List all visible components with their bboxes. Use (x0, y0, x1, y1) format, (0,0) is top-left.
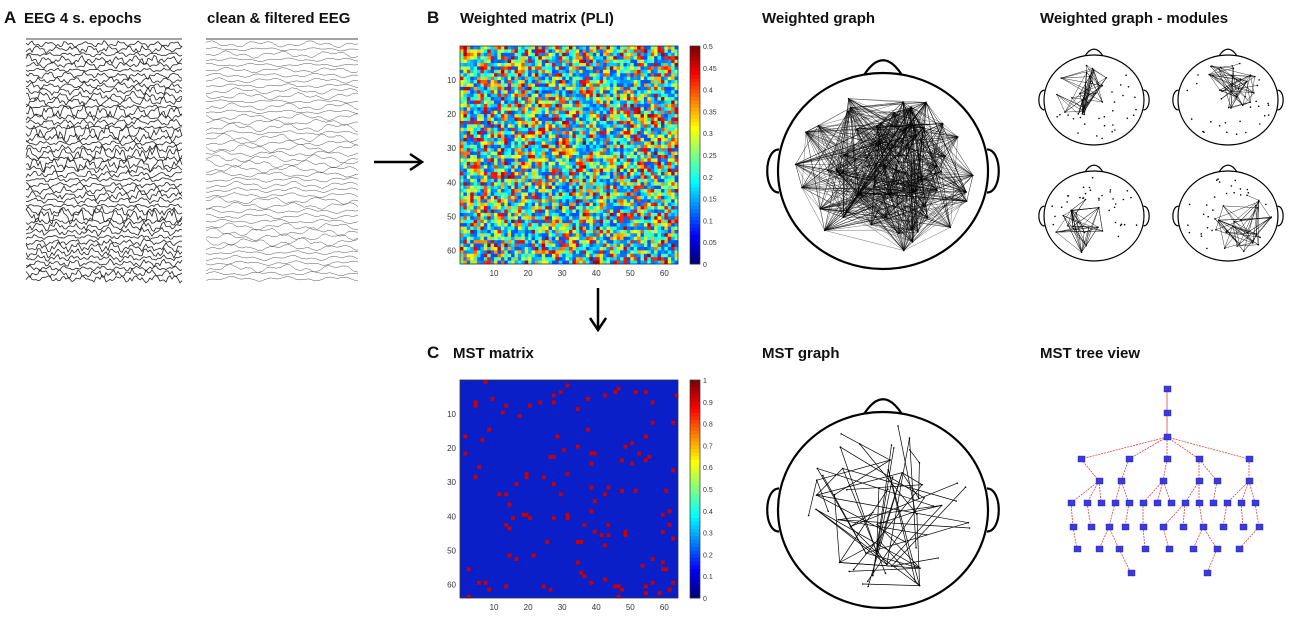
svg-text:0.3: 0.3 (703, 131, 713, 138)
arrow-right-icon (374, 152, 425, 172)
svg-text:0.15: 0.15 (703, 197, 717, 204)
clean-eeg-title: clean & filtered EEG (207, 10, 351, 27)
clean-eeg-traces (205, 38, 359, 282)
mst-tree-title: MST tree view (1040, 345, 1141, 362)
raw-eeg-traces (25, 38, 183, 284)
arrow-down-icon (588, 288, 608, 333)
svg-text:0.25: 0.25 (703, 153, 717, 160)
mst-graph-head (766, 398, 1000, 610)
weighted-modules-title: Weighted graph - modules (1040, 10, 1229, 27)
svg-text:0.2: 0.2 (703, 175, 713, 182)
raw-eeg-title: EEG 4 s. epochs (24, 10, 142, 27)
svg-text:30: 30 (447, 144, 456, 153)
svg-text:40: 40 (447, 178, 456, 187)
mst-matrix-title: MST matrix (453, 345, 534, 362)
svg-text:0.05: 0.05 (703, 240, 717, 247)
weighted-graph-head (766, 59, 1000, 271)
svg-text:0.4: 0.4 (703, 88, 713, 95)
mst-matrix-heatmap: 10.90.80.70.60.50.40.30.20.1010102020303… (447, 378, 713, 612)
weighted-matrix-title: Weighted matrix (PLI) (460, 10, 614, 27)
svg-text:60: 60 (660, 269, 669, 278)
svg-text:60: 60 (447, 246, 456, 255)
svg-text:20: 20 (524, 269, 533, 278)
panel-letter-a: A (4, 8, 17, 27)
svg-text:0.1: 0.1 (703, 218, 713, 225)
weighted-matrix-heatmap: 0.5 0.45 0.4 0.35 0.3 0.25 0.2 0.15 0.1 0.05 0 10 10… (447, 44, 717, 278)
svg-text:10: 10 (447, 76, 456, 85)
mst-graph-title: MST graph (762, 345, 840, 362)
svg-text:40: 40 (592, 269, 601, 278)
svg-text:20: 20 (447, 110, 456, 119)
svg-text:50: 50 (626, 269, 635, 278)
svg-text:0: 0 (703, 262, 707, 269)
weighted-modules-heads (1038, 48, 1284, 262)
svg-text:50: 50 (447, 212, 456, 221)
svg-text:0.35: 0.35 (703, 109, 717, 116)
svg-text:0.5: 0.5 (703, 44, 713, 51)
panel-letter-c: C (427, 343, 440, 362)
svg-text:30: 30 (558, 269, 567, 278)
weighted-graph-title: Weighted graph (762, 10, 876, 27)
svg-text:10: 10 (490, 269, 499, 278)
panel-letter-b: B (427, 8, 440, 27)
svg-text:0.45: 0.45 (703, 66, 717, 73)
mst-tree-diagram (1067, 385, 1264, 577)
